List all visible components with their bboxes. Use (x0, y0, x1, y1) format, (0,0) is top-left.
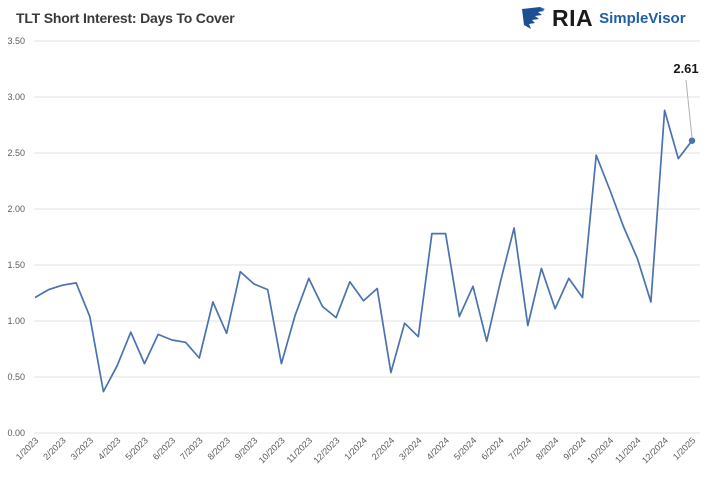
y-tick-label: 2.50 (7, 148, 25, 158)
y-tick-label: 0.50 (7, 372, 25, 382)
x-tick-label: 12/2024 (640, 435, 670, 465)
series-line (34, 109, 693, 393)
gridlines (34, 40, 700, 434)
ria-simplevisor-logo: RIA SimpleVisor (520, 4, 686, 32)
y-tick-label: 3.00 (7, 92, 25, 102)
x-tick-label: 7/2024 (507, 435, 534, 462)
x-tick-label: 3/2024 (397, 435, 424, 462)
x-tick-label: 9/2024 (561, 435, 588, 462)
y-tick-label: 3.50 (7, 36, 25, 46)
y-axis: 0.00 0.50 1.00 1.50 2.00 2.50 3.00 3.50 (7, 36, 25, 438)
x-tick-label: 3/2023 (69, 435, 96, 462)
y-tick-label: 2.00 (7, 204, 25, 214)
eagle-shield-icon (522, 7, 545, 29)
x-tick-label: 6/2024 (479, 435, 506, 462)
x-tick-label: 6/2023 (151, 435, 178, 462)
x-tick-label: 2/2024 (370, 435, 397, 462)
x-tick-label: 10/2024 (585, 435, 615, 465)
x-tick-label: 8/2024 (534, 435, 561, 462)
x-tick-label: 11/2023 (285, 435, 315, 465)
x-tick-label: 12/2023 (311, 435, 341, 465)
logo-product: SimpleVisor (599, 9, 686, 27)
x-tick-label: 4/2024 (425, 435, 452, 462)
logo-brand: RIA (552, 4, 594, 31)
x-tick-label: 7/2023 (178, 435, 205, 462)
y-tick-label: 1.00 (7, 316, 25, 326)
y-tick-label: 1.50 (7, 260, 25, 270)
x-tick-label: 2/2023 (41, 435, 68, 462)
y-tick-label: 0.00 (7, 428, 25, 438)
x-tick-label: 1/2024 (342, 435, 369, 462)
x-tick-label: 5/2024 (452, 435, 479, 462)
annotation-leader-line (685, 79, 693, 138)
chart-title: TLT Short Interest: Days To Cover (16, 10, 235, 26)
last-data-point (688, 137, 696, 144)
x-tick-label: 1/2025 (671, 435, 698, 462)
x-tick-label: 8/2023 (206, 435, 233, 462)
x-tick-label: 10/2023 (257, 435, 287, 465)
x-axis: 1/2023 2/2023 3/2023 4/2023 5/2023 6/2023 7/20… (14, 435, 698, 465)
annotation-label: 2.61 (673, 61, 698, 76)
x-tick-label: 9/2023 (233, 435, 260, 462)
x-tick-label: 1/2023 (14, 435, 41, 462)
x-tick-label: 4/2023 (96, 435, 123, 462)
x-tick-label: 11/2024 (613, 435, 643, 465)
x-tick-label: 5/2023 (123, 435, 150, 462)
